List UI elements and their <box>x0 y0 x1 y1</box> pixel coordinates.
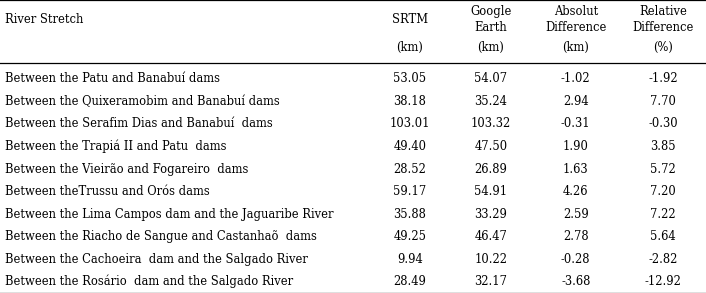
Text: 49.40: 49.40 <box>393 140 426 153</box>
Text: 9.94: 9.94 <box>397 253 423 266</box>
Text: Between the Vieirão and Fogareiro  dams: Between the Vieirão and Fogareiro dams <box>5 163 249 176</box>
Text: 46.47: 46.47 <box>474 230 508 243</box>
Text: 47.50: 47.50 <box>474 140 508 153</box>
Text: 7.70: 7.70 <box>650 95 676 108</box>
Text: River Stretch: River Stretch <box>5 13 83 26</box>
Text: Google
Earth: Google Earth <box>470 5 512 34</box>
Text: 5.72: 5.72 <box>650 163 676 176</box>
Text: -0.31: -0.31 <box>561 117 590 130</box>
Text: SRTM: SRTM <box>392 13 428 26</box>
Text: 28.52: 28.52 <box>393 163 426 176</box>
Text: Between the Rosário  dam and the Salgado River: Between the Rosário dam and the Salgado … <box>5 275 293 289</box>
Text: -2.82: -2.82 <box>648 253 678 266</box>
Text: 38.18: 38.18 <box>393 95 426 108</box>
Text: -12.92: -12.92 <box>645 275 681 288</box>
Text: 7.20: 7.20 <box>650 185 676 198</box>
Text: -0.28: -0.28 <box>561 253 590 266</box>
Text: Between the Serafim Dias and Banabuí  dams: Between the Serafim Dias and Banabuí dam… <box>5 117 273 130</box>
Text: -0.30: -0.30 <box>648 117 678 130</box>
Text: (km): (km) <box>396 41 424 54</box>
Text: -3.68: -3.68 <box>561 275 590 288</box>
Text: 26.89: 26.89 <box>474 163 508 176</box>
Text: 59.17: 59.17 <box>393 185 426 198</box>
Text: 32.17: 32.17 <box>474 275 508 288</box>
Text: Between the Cachoeira  dam and the Salgado River: Between the Cachoeira dam and the Salgad… <box>5 253 308 266</box>
Text: Absolut
Difference: Absolut Difference <box>545 5 606 34</box>
Text: 49.25: 49.25 <box>393 230 426 243</box>
Text: 35.88: 35.88 <box>393 208 426 221</box>
Text: Between the Riacho de Sangue and Castanhaõ  dams: Between the Riacho de Sangue and Castanh… <box>5 230 317 243</box>
Text: 35.24: 35.24 <box>474 95 508 108</box>
Text: Between the Patu and Banabuí dams: Between the Patu and Banabuí dams <box>5 72 220 85</box>
Text: 5.64: 5.64 <box>650 230 676 243</box>
Text: 33.29: 33.29 <box>474 208 508 221</box>
Text: 1.90: 1.90 <box>563 140 589 153</box>
Text: Between the Lima Campos dam and the Jaguaribe River: Between the Lima Campos dam and the Jagu… <box>5 208 333 221</box>
Text: -1.02: -1.02 <box>561 72 590 85</box>
Text: (km): (km) <box>562 41 590 54</box>
Text: 2.59: 2.59 <box>563 208 589 221</box>
Text: 3.85: 3.85 <box>650 140 676 153</box>
Text: Between the Trapiá II and Patu  dams: Between the Trapiá II and Patu dams <box>5 140 227 153</box>
Text: -1.92: -1.92 <box>648 72 678 85</box>
Text: 28.49: 28.49 <box>393 275 426 288</box>
Text: 10.22: 10.22 <box>474 253 508 266</box>
Text: 54.91: 54.91 <box>474 185 508 198</box>
Text: 7.22: 7.22 <box>650 208 676 221</box>
Text: (%): (%) <box>653 41 673 54</box>
Text: Between the Quixeramobim and Banabuí dams: Between the Quixeramobim and Banabuí dam… <box>5 95 280 108</box>
Text: 2.78: 2.78 <box>563 230 589 243</box>
Text: Between theTrussu and Orós dams: Between theTrussu and Orós dams <box>5 185 210 198</box>
Text: 54.07: 54.07 <box>474 72 508 85</box>
Text: 2.94: 2.94 <box>563 95 589 108</box>
Text: Relative
Difference: Relative Difference <box>633 5 693 34</box>
Text: 53.05: 53.05 <box>393 72 426 85</box>
Text: 4.26: 4.26 <box>563 185 589 198</box>
Text: (km): (km) <box>477 41 505 54</box>
Text: 1.63: 1.63 <box>563 163 589 176</box>
Text: 103.01: 103.01 <box>390 117 430 130</box>
Text: 103.32: 103.32 <box>471 117 511 130</box>
